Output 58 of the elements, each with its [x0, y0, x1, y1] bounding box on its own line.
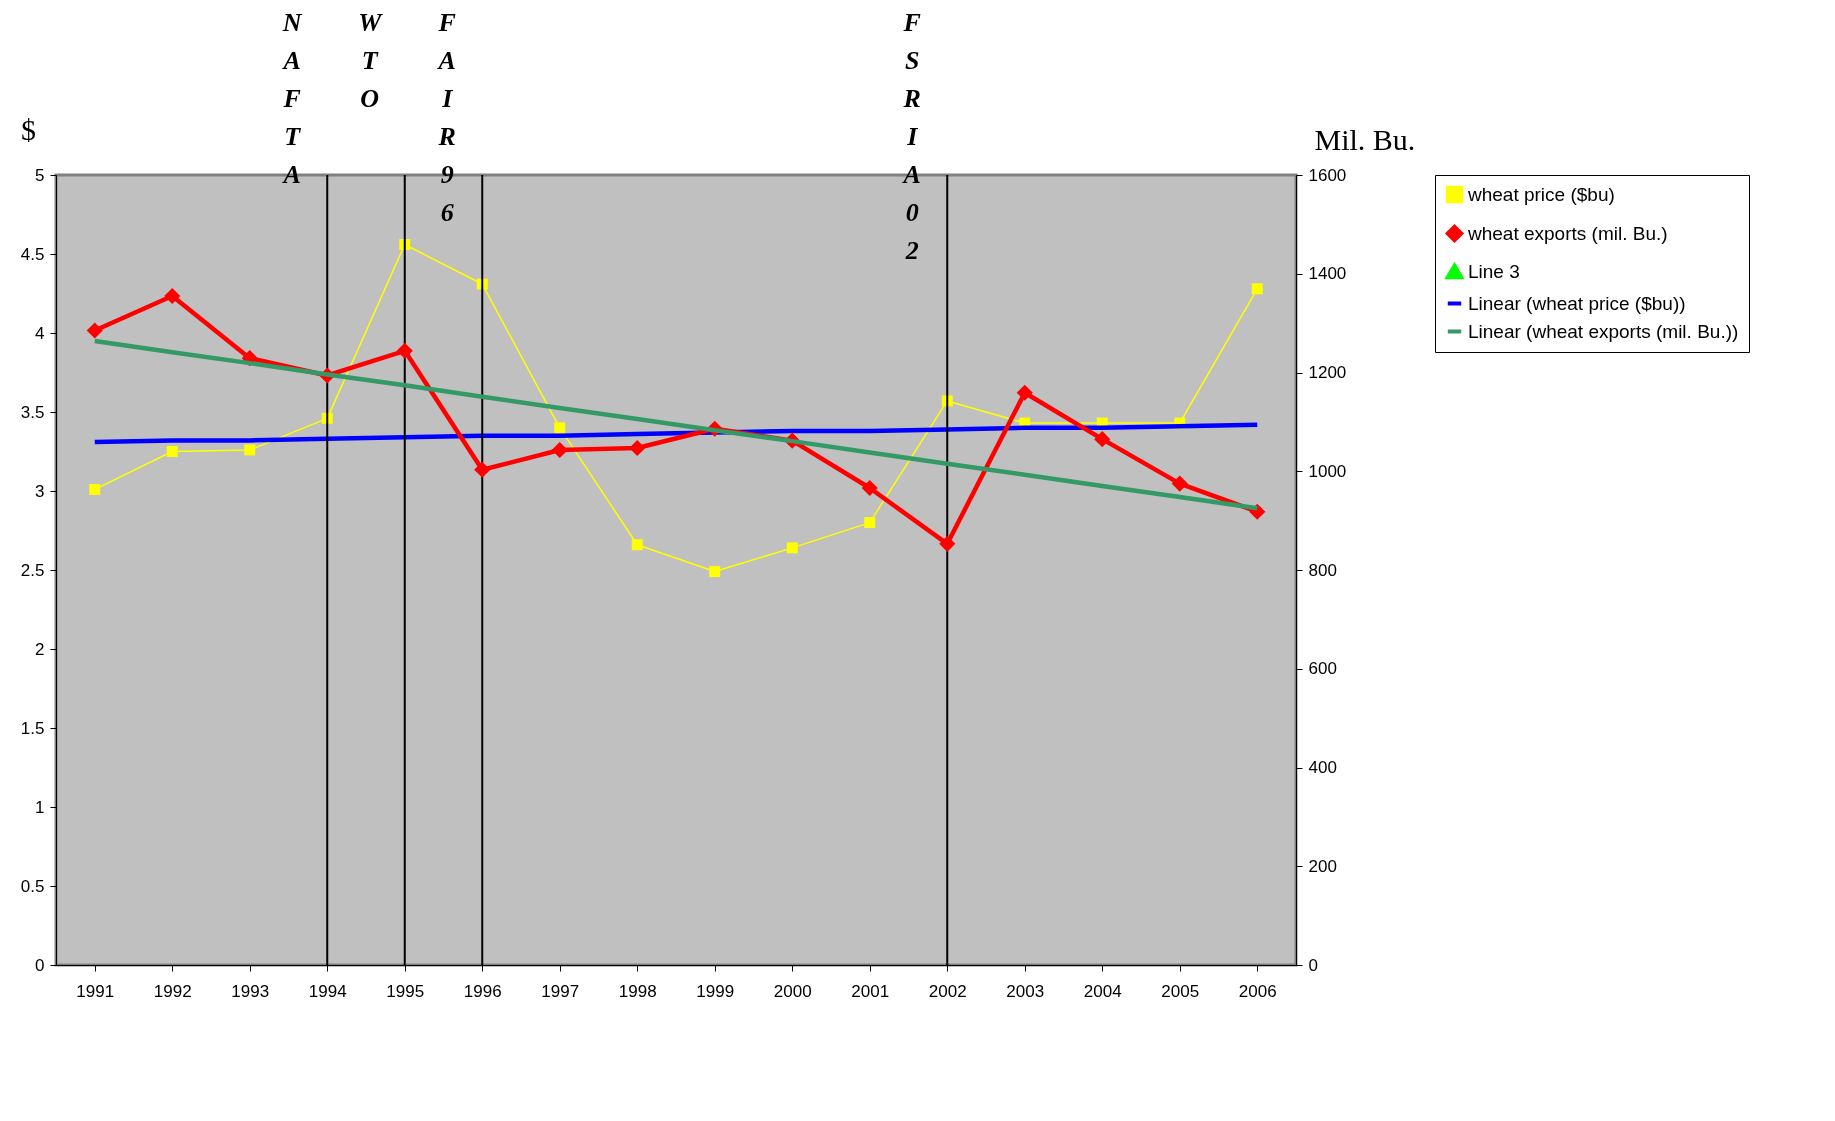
x-tick-label: 2002: [928, 981, 967, 1001]
x-tick-label: 1993: [231, 981, 270, 1001]
y2-tick-label: 1600: [1308, 165, 1347, 185]
legend-label: Linear (wheat price ($bu)): [1468, 292, 1686, 314]
ref-line-label: FAIR96: [436, 8, 456, 227]
y-tick-label: 1: [35, 797, 45, 817]
ref-line-label: NAFTA: [281, 8, 303, 189]
y-tick-label: 4.5: [20, 244, 45, 264]
x-tick-label: 1992: [153, 981, 192, 1001]
point: [629, 439, 646, 457]
x-tick-label: 2004: [1083, 981, 1122, 1001]
point: [551, 441, 568, 459]
point: [1094, 431, 1111, 448]
x-tick-label: 1995: [386, 981, 425, 1001]
point: [86, 322, 103, 339]
y2-tick-label: 200: [1308, 856, 1337, 876]
y2-tick-label: 1400: [1308, 264, 1347, 284]
y-tick-label: 4: [35, 323, 45, 343]
x-tick-label: 1999: [696, 981, 735, 1001]
y2-axis-title: Mil. Bu.: [1314, 122, 1416, 156]
point: [1171, 475, 1188, 492]
y-tick-label: 0.5: [20, 876, 45, 896]
y-tick-label: 3: [35, 481, 45, 501]
x-tick-label: 1991: [76, 981, 115, 1001]
y2-tick-label: 0: [1308, 955, 1318, 975]
point: [474, 461, 491, 478]
y-tick-label: 5: [35, 165, 45, 185]
x-tick-label: 1996: [463, 981, 502, 1001]
point: [939, 535, 956, 552]
y-tick-label: 0: [35, 955, 45, 975]
legend-label: wheat exports (mil. Bu.): [1467, 222, 1668, 244]
x-tick-label: 2003: [1006, 981, 1045, 1001]
y-tick-label: 2.5: [20, 560, 45, 580]
y2-tick-label: 600: [1308, 659, 1337, 679]
x-tick-label: 1994: [308, 981, 347, 1001]
y-tick-label: 2: [35, 639, 45, 659]
legend-label: Linear (wheat exports (mil. Bu.)): [1468, 320, 1739, 342]
y-tick-label: 3.5: [20, 402, 45, 422]
point: [164, 287, 181, 305]
y2-tick-label: 800: [1308, 560, 1337, 580]
point: [1016, 384, 1033, 401]
ref-line-label: WTO: [358, 8, 384, 113]
x-tick-label: 2000: [773, 981, 812, 1001]
legend-label: wheat price ($bu): [1467, 183, 1615, 205]
y-tick-label: 1.5: [20, 718, 45, 738]
y-axis-title: $: [21, 112, 36, 146]
x-tick-label: 2006: [1238, 981, 1277, 1001]
point: [396, 342, 413, 359]
ref-line-label: FSRIA02: [901, 8, 921, 265]
point: [861, 479, 878, 497]
legend-label: Line 3: [1468, 260, 1520, 282]
y2-tick-label: 1000: [1308, 461, 1347, 481]
x-tick-label: 1998: [618, 981, 657, 1001]
x-tick-label: 1997: [541, 981, 580, 1001]
x-tick-label: 2001: [851, 981, 890, 1001]
x-tick-label: 2005: [1161, 981, 1200, 1001]
y2-tick-label: 400: [1308, 758, 1337, 777]
y2-tick-label: 1200: [1308, 363, 1347, 382]
